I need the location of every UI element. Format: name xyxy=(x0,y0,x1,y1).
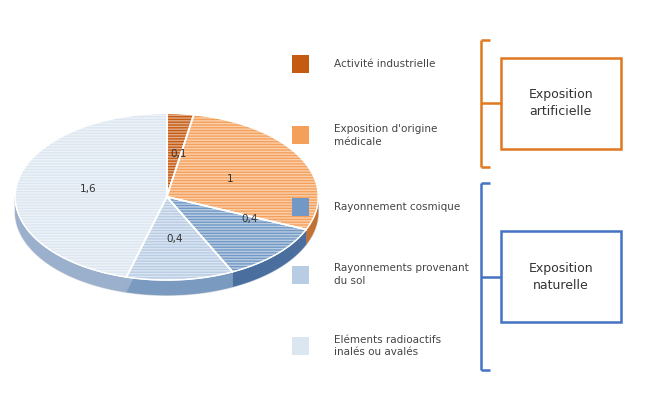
Polygon shape xyxy=(306,197,318,245)
Polygon shape xyxy=(127,197,167,292)
Bar xyxy=(291,126,309,144)
Text: Rayonnements provenant
du sol: Rayonnements provenant du sol xyxy=(334,263,469,286)
Text: 1: 1 xyxy=(227,174,233,183)
Bar xyxy=(291,198,309,216)
Bar xyxy=(291,337,309,355)
Polygon shape xyxy=(167,197,306,245)
Text: Exposition
naturelle: Exposition naturelle xyxy=(528,261,593,292)
Text: Exposition
artificielle: Exposition artificielle xyxy=(528,88,593,119)
Text: Activité industrielle: Activité industrielle xyxy=(334,59,436,69)
FancyBboxPatch shape xyxy=(501,58,620,149)
Text: Exposition d'origine
médicale: Exposition d'origine médicale xyxy=(334,124,438,146)
FancyBboxPatch shape xyxy=(501,231,620,322)
Text: 0,1: 0,1 xyxy=(171,149,187,159)
Polygon shape xyxy=(233,230,306,287)
Polygon shape xyxy=(167,113,194,197)
Polygon shape xyxy=(15,197,127,292)
Bar xyxy=(291,266,309,283)
Polygon shape xyxy=(167,197,306,245)
Polygon shape xyxy=(167,115,318,230)
Polygon shape xyxy=(15,197,318,295)
Polygon shape xyxy=(15,113,167,277)
Polygon shape xyxy=(167,197,306,272)
Polygon shape xyxy=(127,197,167,292)
Polygon shape xyxy=(167,197,233,287)
Polygon shape xyxy=(127,197,233,280)
Bar xyxy=(291,55,309,72)
Text: 0,4: 0,4 xyxy=(242,215,258,224)
Text: Eléments radioactifs
inalés ou avalés: Eléments radioactifs inalés ou avalés xyxy=(334,335,442,357)
Text: 0,4: 0,4 xyxy=(166,234,183,244)
Polygon shape xyxy=(127,272,233,295)
Text: 1,6: 1,6 xyxy=(79,184,96,194)
Polygon shape xyxy=(167,197,233,287)
Text: Rayonnement cosmique: Rayonnement cosmique xyxy=(334,202,460,212)
